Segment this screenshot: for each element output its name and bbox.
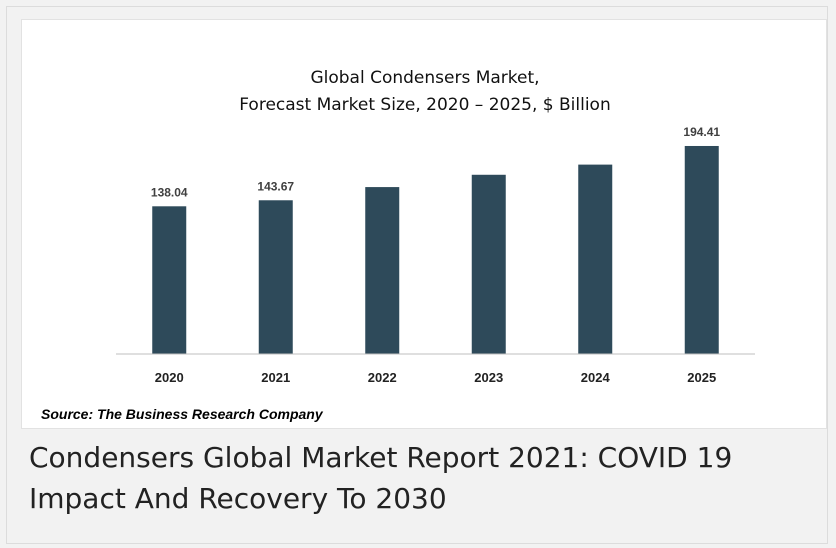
data-label-2025: 194.41 [683, 125, 720, 139]
chart-subtitle: Forecast Market Size, 2020 – 2025, $ Bil… [239, 95, 610, 115]
x-tick-label-2021: 2021 [261, 370, 290, 385]
bar-chart: Global Condensers Market, Forecast Marke… [116, 68, 755, 385]
report-title[interactable]: Condensers Global Market Report 2021: CO… [29, 441, 733, 515]
x-tick-label-2024: 2024 [581, 370, 611, 385]
source-note: Source: The Business Research Company [41, 406, 323, 422]
bars-layer: 2020 138.04 2021 143.67 2022 2023 2024 2025 194.… [151, 125, 721, 385]
bar-2024 [578, 164, 613, 354]
data-label-2020: 138.04 [151, 185, 188, 199]
x-tick-label-2022: 2022 [368, 370, 397, 385]
x-tick-label-2020: 2020 [155, 370, 184, 385]
bar-2025 [684, 145, 719, 354]
chart-title: Global Condensers Market, [310, 68, 539, 88]
bar-2022 [365, 187, 400, 354]
x-tick-label-2023: 2023 [474, 370, 503, 385]
bar-2023 [471, 174, 506, 354]
bar-2020 [152, 206, 187, 354]
chart-image: Global Condensers Market, Forecast Marke… [21, 19, 827, 429]
data-label-2021: 143.67 [257, 179, 294, 193]
bar-2021 [258, 200, 293, 354]
x-tick-label-2025: 2025 [687, 370, 716, 385]
report-card: Global Condensers Market, Forecast Marke… [6, 6, 828, 544]
